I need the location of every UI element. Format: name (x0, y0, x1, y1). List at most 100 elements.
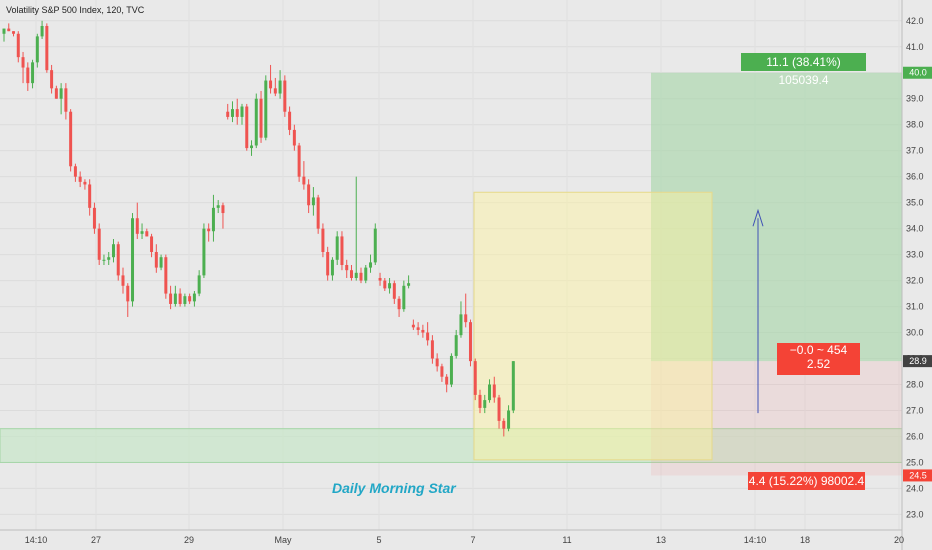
candle-body (126, 285, 130, 302)
candle-body (97, 228, 101, 260)
candle-body (307, 184, 311, 206)
risk-reward-line-1: −0.0 ~ 454 (789, 343, 848, 357)
risk-reward-line-2: 2.52 (806, 357, 831, 371)
candle-body (283, 80, 287, 112)
candle-body (473, 361, 477, 395)
candle-body (16, 33, 20, 58)
candle-body (31, 62, 35, 84)
candle-body (264, 80, 268, 138)
candle-body (73, 166, 77, 177)
candle-body (59, 88, 63, 99)
candle-body (464, 314, 468, 323)
support-zone (0, 428, 903, 463)
candle-body (273, 88, 277, 94)
candle-body (154, 252, 158, 268)
candle-body (240, 106, 244, 117)
price-tag-label: 28.9 (909, 356, 927, 366)
candle-body (435, 358, 439, 367)
candle-body (407, 283, 411, 286)
x-tick-label: 18 (800, 535, 810, 545)
y-tick-label: 33.0 (906, 250, 924, 260)
price-tag-label: 40.0 (909, 68, 927, 78)
candle-body (150, 236, 154, 253)
stop-loss-label: 4.4 (15.22%) 98002.4 (748, 472, 865, 490)
candle-body (440, 366, 444, 377)
candle-body (226, 111, 230, 117)
x-tick-label: 29 (184, 535, 194, 545)
candle-body (340, 236, 344, 265)
candle-body (102, 259, 106, 261)
candle-body (449, 355, 453, 385)
candle-body (211, 207, 215, 232)
candle-body (492, 384, 496, 398)
candle-body (421, 329, 425, 333)
candle-body (202, 228, 206, 276)
candle-body (230, 109, 234, 117)
x-tick-label: 11 (562, 535, 571, 545)
candle-body (145, 231, 149, 237)
y-tick-label: 27.0 (906, 405, 924, 415)
candle-body (178, 293, 182, 304)
y-tick-label: 38.0 (906, 120, 924, 130)
x-tick-label: 5 (376, 535, 381, 545)
candle-body (159, 257, 163, 268)
y-tick-label: 35.0 (906, 198, 924, 208)
y-tick-label: 31.0 (906, 302, 924, 312)
arrow-head (752, 208, 764, 227)
candle-body (35, 36, 39, 63)
candle-body (354, 272, 358, 278)
candle-body (426, 332, 430, 341)
candle-body (250, 145, 254, 149)
y-tick-label: 28.0 (906, 380, 924, 390)
candle-body (2, 28, 6, 34)
y-tick-label: 41.0 (906, 42, 924, 52)
candle-body (330, 259, 334, 276)
y-tick-label: 26.0 (906, 431, 924, 441)
candle-body (207, 228, 211, 232)
x-tick-label: May (274, 535, 292, 545)
candle-body (197, 275, 201, 294)
candle-body (235, 109, 239, 117)
y-tick-label: 42.0 (906, 16, 924, 26)
candle-body (192, 293, 196, 302)
candle-body (40, 25, 44, 37)
risk-reward-label: −0.0 ~ 454 2.52 (777, 343, 860, 375)
candle-body (135, 218, 139, 234)
profit-target-label: 11.1 (38.41%) 105039.4 (741, 53, 866, 87)
chart-title: Volatility S&P 500 Index, 120, TVC (6, 5, 145, 15)
candle-body (121, 275, 125, 286)
x-tick-label: 27 (91, 535, 101, 545)
candle-body (411, 324, 415, 328)
candle-body (216, 205, 220, 208)
price-tag-label: 24.5 (909, 470, 927, 480)
candle-body (107, 257, 111, 260)
x-tick-label: 14:10 (25, 535, 48, 545)
candle-body (245, 106, 249, 149)
candle-body (478, 394, 482, 408)
y-tick-label: 24.0 (906, 483, 924, 493)
loss-zone (651, 361, 902, 476)
candle-body (388, 283, 392, 289)
candle-body (335, 236, 339, 260)
candle-body (183, 296, 187, 304)
x-tick-label: 7 (470, 535, 475, 545)
candle-body (188, 296, 192, 302)
candle-body (468, 322, 472, 362)
candle-body (392, 283, 396, 299)
candle-body (54, 88, 58, 99)
candle-body (45, 25, 49, 71)
candle-body (169, 293, 173, 304)
candle-body (488, 384, 492, 401)
candle-body (131, 218, 135, 302)
candle-body (50, 70, 54, 89)
candle-body (511, 361, 515, 411)
candle-body (364, 267, 368, 281)
candle-body (26, 67, 30, 84)
candle-body (269, 80, 273, 89)
candle-body (321, 228, 325, 253)
candle-body (369, 262, 373, 268)
candle-body (173, 293, 177, 304)
candle-body (430, 340, 434, 359)
y-tick-label: 37.0 (906, 146, 924, 156)
